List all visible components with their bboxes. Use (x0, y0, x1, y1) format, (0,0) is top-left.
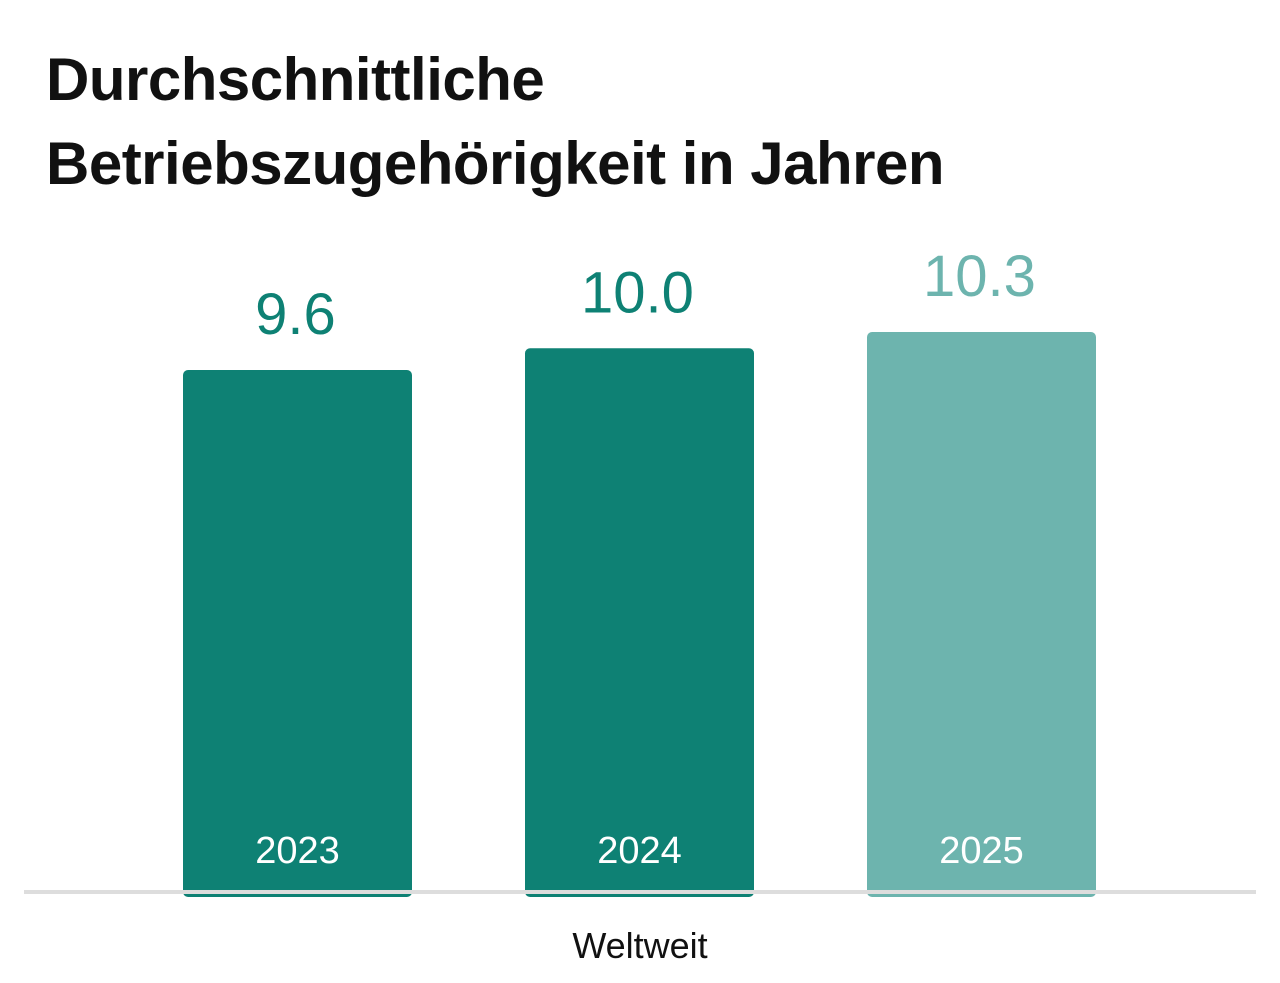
bar-2024 (525, 348, 754, 897)
category-label-2024: 2024 (597, 830, 682, 872)
value-label-2023: 9.6 (255, 282, 336, 347)
chart-title: Durchschnittliche Betriebszugehörigkeit … (46, 38, 945, 206)
value-label-2024: 10.0 (581, 260, 694, 325)
category-label-2025: 2025 (939, 830, 1024, 872)
x-axis-label: Weltweit (572, 925, 707, 966)
value-label-2025: 10.3 (923, 244, 1036, 309)
chart-title-line-2: Betriebszugehörigkeit in Jahren (46, 130, 945, 197)
bar-2023 (183, 369, 412, 897)
category-label-2023: 2023 (255, 830, 340, 872)
bars-layer: 9.6 2023 10.0 2024 10.3 2025 (183, 244, 1096, 897)
chart-title-line-1: Durchschnittliche (46, 46, 545, 113)
bar-2025 (867, 332, 1096, 897)
